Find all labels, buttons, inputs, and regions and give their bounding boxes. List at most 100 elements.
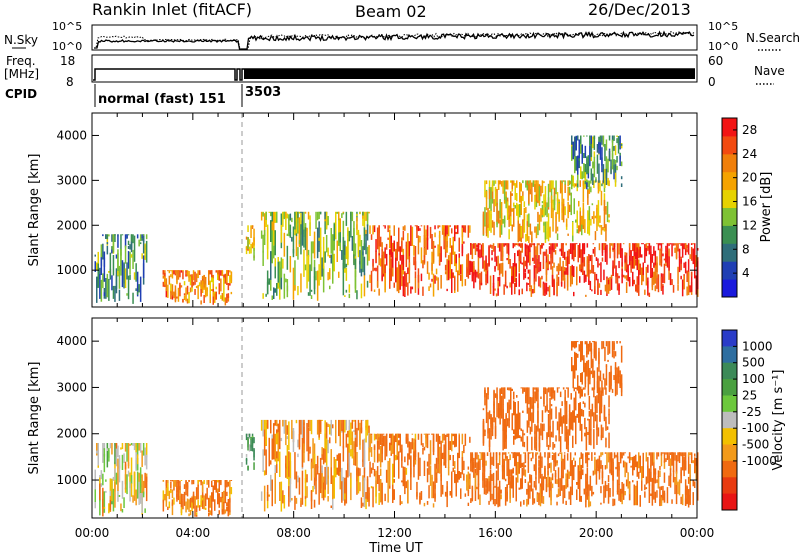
velocity-echo-bin [541, 473, 543, 494]
velocity-echo-bin [226, 491, 228, 497]
velocity-echo-bin [300, 500, 302, 507]
velocity-echo-bin [621, 493, 623, 505]
velocity-echo-bin [512, 475, 514, 488]
velocity-echo-bin [303, 443, 305, 463]
power-echo-bin [429, 283, 432, 288]
velocity-echo-bin [517, 414, 519, 439]
velocity-echo-bin [598, 351, 600, 372]
power-echo-bin [286, 279, 289, 292]
velocity-echo-bin [672, 470, 675, 483]
power-echo-bin [497, 243, 499, 248]
power-echo-bin [144, 243, 146, 258]
power-echo-bin [579, 208, 581, 232]
velocity-echo-bin [668, 475, 670, 486]
power-echo-bin [571, 243, 573, 253]
power-echo-bin [373, 267, 376, 271]
velocity-echo-bin [656, 452, 658, 460]
power-echo-bin [513, 181, 515, 186]
power-echo-bin [354, 243, 357, 260]
power-echo-bin [530, 243, 533, 248]
velocity-echo-bin [560, 473, 563, 485]
velocity-echo-bin [336, 454, 338, 461]
velocity-echo-bin [569, 452, 572, 467]
velocity-echo-bin [540, 396, 542, 399]
velocity-echo-bin [636, 495, 638, 506]
power-echo-bin [212, 278, 214, 288]
velocity-echo-bin [431, 477, 433, 499]
power-echo-bin [590, 180, 592, 184]
power-echo-bin [579, 207, 581, 212]
power-echo-bin [422, 286, 424, 296]
power-echo-bin [527, 269, 530, 274]
velocity-echo-bin [490, 431, 492, 440]
power-echo-bin [277, 261, 279, 283]
power-echo-bin [516, 202, 518, 216]
power-echo-bin [692, 248, 694, 265]
power-echo-bin [353, 221, 355, 255]
power-echo-bin [198, 270, 201, 275]
power-echo-bin [127, 234, 130, 236]
power-echo-bin [341, 250, 343, 260]
velocity-echo-bin [297, 453, 299, 458]
power-echo-bin [530, 285, 533, 297]
power-echo-bin [616, 273, 619, 291]
velocity-echo-bin [548, 463, 551, 469]
velocity-echo-bin [414, 460, 417, 465]
velocity-echo-bin [390, 435, 392, 453]
power-echo-bin [594, 272, 596, 291]
power-colorbar-tick-label: 12 [742, 218, 757, 232]
velocity-echo-bin [139, 467, 142, 493]
velocity-echo-bin [522, 387, 524, 394]
velocity-echo-bin [535, 485, 537, 491]
velocity-echo-bin [435, 457, 438, 475]
velocity-echo-bin [568, 404, 571, 413]
velocity-echo-bin [492, 486, 495, 505]
velocity-echo-bin [582, 401, 585, 404]
velocity-echo-bin [563, 485, 566, 499]
power-echo-bin [635, 284, 637, 292]
velocity-echo-bin [659, 499, 661, 506]
velocity-echo-bin [136, 463, 139, 470]
velocity-echo-bin [247, 438, 249, 451]
velocity-echo-bin [605, 416, 607, 431]
power-echo-bin [571, 264, 573, 276]
power-echo-bin [562, 180, 565, 182]
velocity-echo-bin [321, 419, 323, 421]
velocity-echo-bin [603, 485, 605, 488]
cpid-segment-2: 3503 [245, 85, 281, 100]
power-echo-bin [528, 180, 530, 204]
velocity-echo-bin [245, 457, 248, 461]
velocity-echo-bin [500, 489, 502, 494]
power-echo-bin [510, 180, 512, 183]
velocity-echo-bin [138, 443, 140, 451]
freq-tick-bottom: 8 [66, 75, 74, 89]
power-echo-bin [617, 137, 620, 154]
power-echo-bin [601, 243, 604, 256]
power-echo-bin [524, 243, 527, 257]
velocity-echo-bin [266, 484, 269, 498]
velocity-echo-bin [564, 436, 566, 442]
power-echo-bin [285, 211, 287, 218]
power-echo-bin [523, 256, 525, 269]
power-echo-bin [526, 222, 529, 241]
power-echo-bin [617, 136, 620, 146]
power-echo-bin [493, 221, 495, 236]
power-echo-bin [611, 146, 614, 158]
power-echo-bin [248, 246, 251, 254]
velocity-echo-bin [105, 490, 107, 493]
velocity-echo-bin [675, 471, 678, 485]
velocity-echo-bin [201, 486, 204, 500]
power-echo-bin [585, 294, 587, 297]
power-echo-bin [111, 249, 113, 254]
power-echo-bin [556, 226, 559, 232]
velocity-echo-bin [607, 475, 610, 483]
power-echo-bin [553, 187, 556, 201]
power-echo-bin [423, 255, 426, 263]
power-echo-bin [286, 245, 289, 270]
power-echo-bin [573, 243, 575, 257]
power-echo-bin [185, 270, 187, 272]
velocity-echo-bin [606, 484, 608, 492]
power-echo-bin [189, 276, 192, 286]
power-echo-bin [100, 257, 103, 275]
velocity-echo-bin [523, 499, 525, 505]
